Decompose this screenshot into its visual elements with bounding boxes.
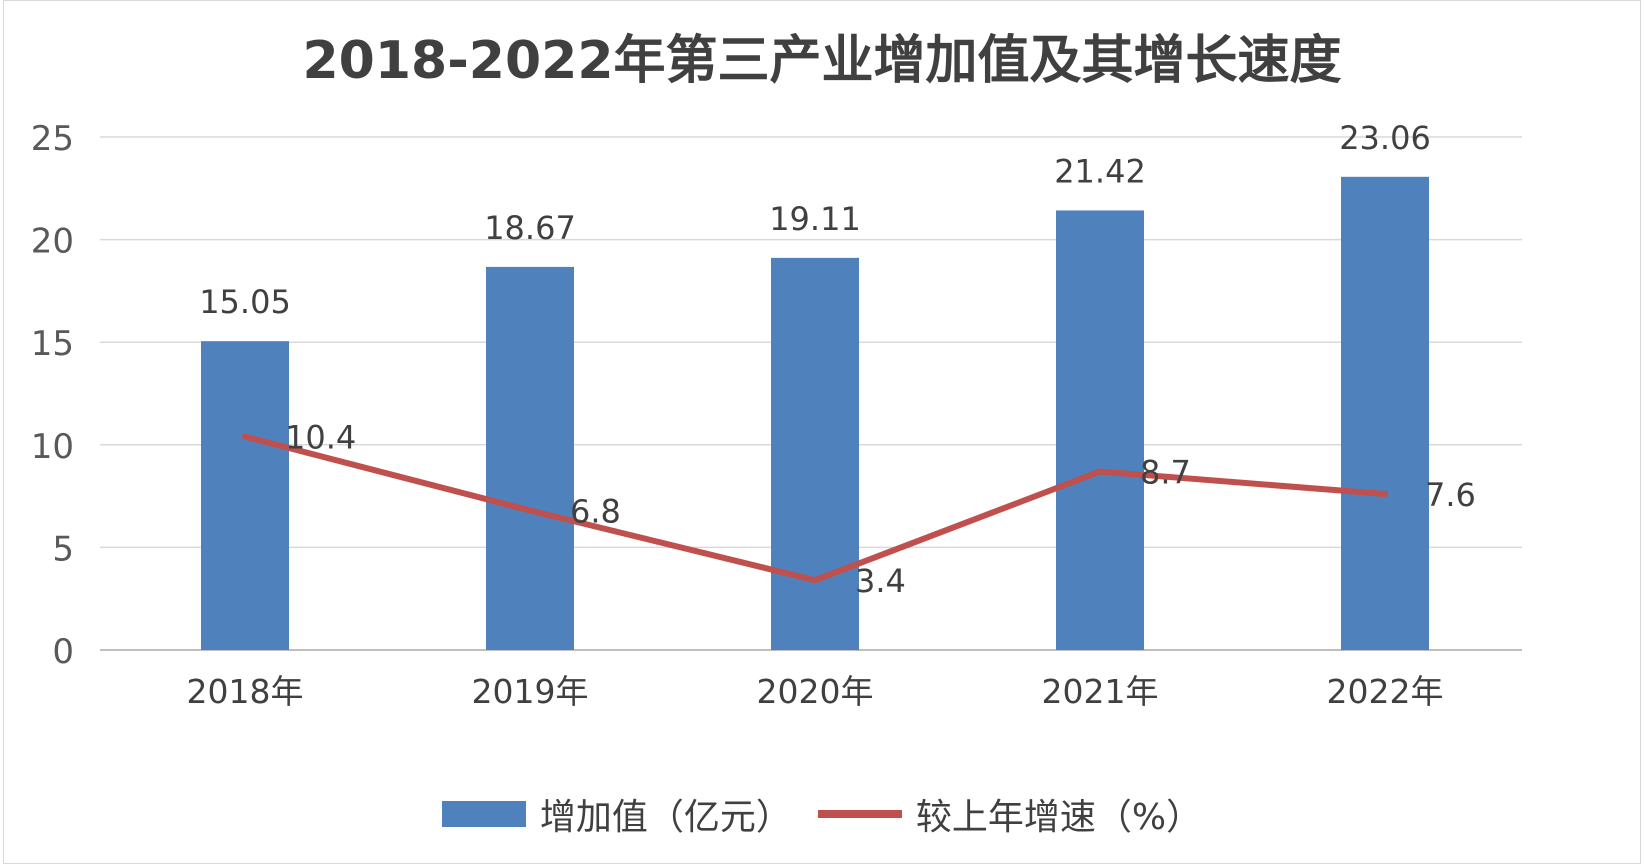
legend-swatch-bar [441, 801, 526, 827]
grid-layer [100, 136, 1522, 651]
y-axis-ticks: 0 5 10 15 20 25 [31, 119, 74, 672]
line-data-label: 8.7 [1140, 453, 1191, 491]
bar-data-label: 21.42 [1054, 152, 1146, 190]
x-tick-label: 2022年 [1327, 672, 1444, 711]
legend-item-bar[interactable]: 增加值（亿元） [441, 788, 792, 840]
bar-data-labels: 15.05 18.67 19.11 21.42 23.06 [199, 119, 1431, 321]
bar-data-label: 15.05 [199, 283, 291, 321]
line-point[interactable] [527, 507, 533, 514]
y-tick-label: 10 [31, 427, 74, 467]
y-tick-label: 20 [31, 222, 74, 262]
bar-data-label: 18.67 [484, 209, 576, 247]
legend: 增加值（亿元） 较上年增速（%） [0, 788, 1644, 840]
bar[interactable] [201, 341, 289, 650]
frame-border [3, 0, 1641, 864]
chart-title: 2018-2022年第三产业增加值及其增长速度 [302, 31, 1342, 91]
x-axis-ticks: 2018年 2019年 2020年 2021年 2022年 [187, 672, 1444, 711]
y-tick-label: 5 [52, 529, 74, 569]
line-data-label: 7.6 [1425, 476, 1476, 514]
line-data-label: 10.4 [285, 419, 356, 457]
y-tick-label: 0 [52, 632, 74, 672]
bar[interactable] [771, 257, 859, 650]
y-tick-label: 25 [31, 119, 74, 159]
line-point[interactable] [1097, 468, 1103, 475]
line-data-labels: 10.4 6.8 3.4 8.7 7.6 [285, 419, 1476, 601]
line-data-label: 6.8 [570, 492, 621, 530]
x-tick-label: 2021年 [1042, 672, 1159, 711]
line-point[interactable] [812, 577, 818, 584]
legend-swatch-line [817, 810, 902, 818]
x-tick-label: 2018年 [187, 672, 304, 711]
bar[interactable] [1056, 210, 1144, 650]
line-point[interactable] [242, 433, 248, 440]
bar-series [201, 176, 1429, 650]
line-series [242, 433, 1388, 584]
bar[interactable] [486, 266, 574, 650]
y-tick-label: 15 [31, 324, 74, 364]
bar[interactable] [1341, 176, 1429, 650]
bar-data-label: 19.11 [769, 200, 861, 238]
x-tick-label: 2019年 [472, 672, 589, 711]
legend-item-line[interactable]: 较上年增速（%） [817, 788, 1203, 840]
legend-label-bar: 增加值（亿元） [539, 797, 792, 838]
line-data-label: 3.4 [855, 562, 906, 600]
legend-label-line: 较上年增速（%） [915, 797, 1203, 838]
bar-data-label: 23.06 [1339, 119, 1431, 157]
x-tick-label: 2020年 [757, 672, 874, 711]
line-point[interactable] [1382, 491, 1388, 498]
